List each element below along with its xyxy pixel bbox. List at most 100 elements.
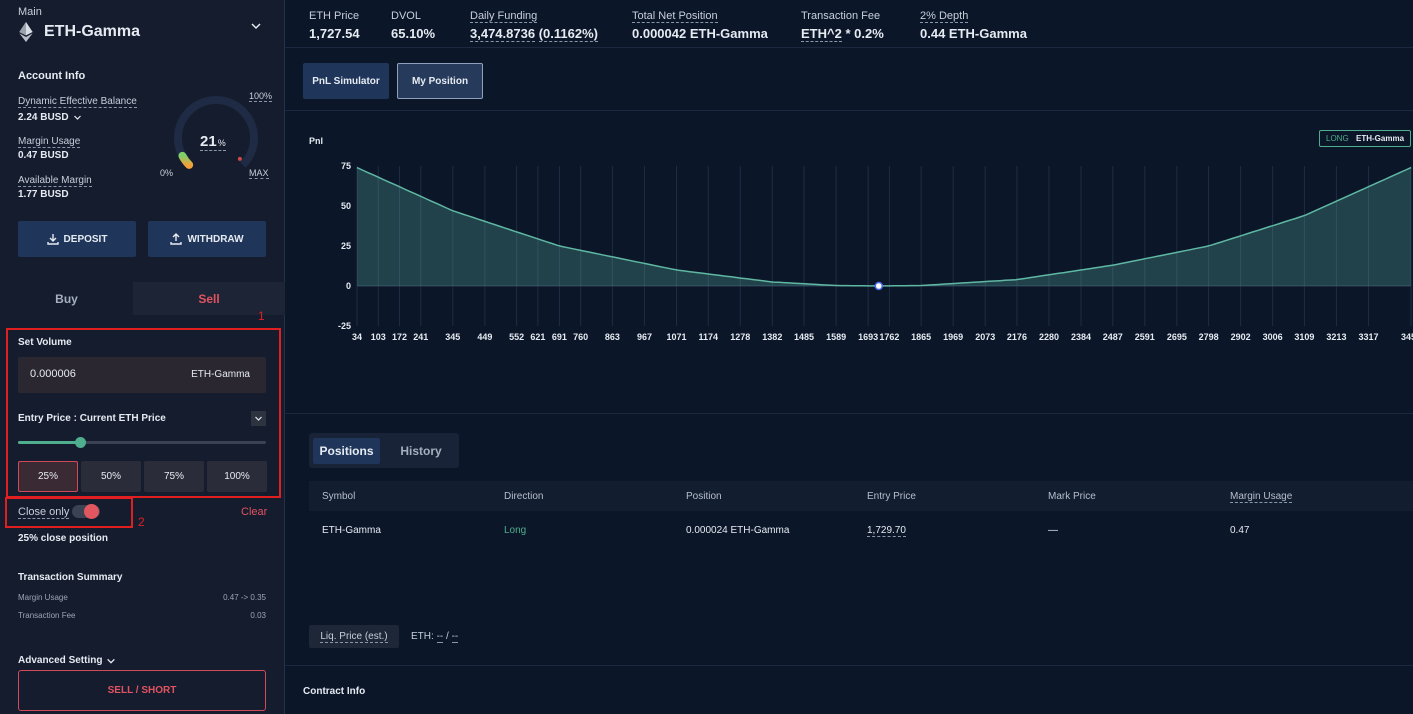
x-tick-label: 1485 (794, 332, 814, 342)
pnl-area (357, 167, 1411, 286)
row-entry-price[interactable]: 1,729.70 (867, 525, 906, 537)
pnl-chart: 75 50 25 0 -25 34 103 172 241 345 449 552 621 691 760… (309, 136, 1413, 342)
x-tick-label: 449 (477, 332, 492, 342)
x-tick-label: 3006 (1263, 332, 1283, 342)
liq-price-button[interactable]: Liq. Price (est.) (309, 625, 399, 648)
slider-thumb[interactable] (75, 437, 86, 448)
x-tick-label: 2384 (1071, 332, 1091, 342)
gauge-percent: 21% (200, 133, 226, 151)
column-margin-usage[interactable]: Margin Usage (1230, 491, 1293, 503)
stat-eth-price: ETH Price 1,727.54 (309, 10, 360, 41)
clear-button[interactable]: Clear (241, 506, 268, 518)
summary-fee-row: Transaction Fee 0.03 (18, 611, 266, 620)
x-tick-label: 3455 (1401, 332, 1413, 342)
summary-fee-label: Transaction Fee (18, 611, 76, 620)
liq-eth-value: ETH: -- / -- (411, 631, 459, 643)
pnl-simulator-button[interactable]: PnL Simulator (303, 63, 389, 99)
net-position-label[interactable]: Total Net Position (632, 10, 718, 23)
x-tick-label: 1865 (911, 332, 931, 342)
x-tick-label: 760 (573, 332, 588, 342)
x-tick-label: 1762 (879, 332, 899, 342)
stat-dvol: DVOL 65.10% (391, 10, 435, 41)
column-direction: Direction (504, 491, 544, 502)
market-selector[interactable]: Main ETH-Gamma (18, 6, 268, 42)
column-symbol: Symbol (322, 491, 356, 502)
positions-tabs: Positions History (309, 433, 459, 468)
y-tick-label: 75 (341, 161, 351, 171)
chevron-down-icon (73, 115, 81, 120)
available-margin-value: 1.77 BUSD (18, 189, 69, 200)
volume-field[interactable]: ETH-Gamma (18, 357, 266, 393)
sell-short-button[interactable]: SELL / SHORT (18, 670, 266, 711)
percent-50-button[interactable]: 50% (81, 461, 141, 492)
liq-eth-label: ETH: (411, 631, 434, 642)
x-tick-label: 691 (552, 332, 567, 342)
balance-label[interactable]: Dynamic Effective Balance (18, 96, 137, 108)
margin-usage-label[interactable]: Margin Usage (18, 136, 81, 148)
slider-fill (18, 441, 80, 444)
x-tick-label: 3213 (1326, 332, 1346, 342)
x-tick-label: 1071 (666, 332, 686, 342)
stat-transaction-fee: Transaction Fee ETH^2 * 0.2% (801, 10, 884, 42)
chevron-down-icon[interactable] (250, 20, 262, 32)
stat-daily-funding: Daily Funding 3,474.8736 (0.1162%) (470, 10, 598, 42)
chart-y-label: Pnl (309, 136, 323, 146)
x-tick-label: 1589 (826, 332, 846, 342)
close-only-label[interactable]: Close only (18, 506, 70, 519)
entry-price-dropdown[interactable] (251, 411, 266, 426)
close-only-toggle[interactable] (72, 504, 100, 519)
depth-label[interactable]: 2% Depth (920, 10, 969, 23)
positions-table-header: Symbol Direction Position Entry Price Ma… (309, 481, 1413, 511)
my-position-button[interactable]: My Position (397, 63, 483, 99)
percent-75-button[interactable]: 75% (144, 461, 204, 492)
gauge-100-label[interactable]: 100% (249, 91, 273, 102)
stat-net-position: Total Net Position 0.000042 ETH-Gamma (632, 10, 768, 41)
x-tick-label: 34 (352, 332, 362, 342)
summary-fee-value: 0.03 (250, 611, 266, 620)
liq-eth-separator: / (446, 631, 449, 642)
volume-slider[interactable] (18, 437, 266, 448)
balance-value-dropdown[interactable]: 2.24 BUSD (18, 112, 82, 123)
percent-25-button[interactable]: 25% (18, 461, 78, 492)
x-tick-label: 2591 (1135, 332, 1155, 342)
deposit-button[interactable]: DEPOSIT (18, 221, 136, 257)
tab-sell[interactable]: Sell (133, 282, 285, 315)
view-divider (285, 110, 1413, 111)
header-divider (285, 47, 1413, 48)
percent-100-button[interactable]: 100% (207, 461, 267, 492)
chart-legend: LONG ETH-Gamma (1319, 130, 1411, 147)
row-mark-price: — (1048, 525, 1058, 536)
daily-funding-percent: (0.1162%) (538, 26, 598, 42)
available-margin-label[interactable]: Available Margin (18, 175, 92, 187)
eth-price-value: 1,727.54 (309, 26, 360, 41)
x-tick-label: 241 (413, 332, 428, 342)
balance-value: 2.24 BUSD (18, 112, 69, 123)
chevron-down-icon (107, 658, 116, 664)
pnl-line (356, 166, 1412, 287)
tab-history[interactable]: History (400, 444, 442, 458)
pair-name: ETH-Gamma (44, 23, 141, 40)
contract-info-title[interactable]: Contract Info (303, 686, 366, 697)
tab-buy[interactable]: Buy (0, 282, 133, 315)
row-symbol: ETH-Gamma (322, 525, 381, 536)
stat-depth: 2% Depth 0.44 ETH-Gamma (920, 10, 1027, 41)
annotation-box-1 (6, 328, 281, 498)
advanced-setting-toggle[interactable]: Advanced Setting (18, 655, 116, 666)
upload-icon (170, 233, 183, 245)
x-tick-label: 103 (371, 332, 386, 342)
fee-formula[interactable]: ETH^2 (801, 26, 842, 42)
gauge-max-label[interactable]: MAX (249, 168, 269, 179)
toggle-knob (84, 504, 99, 519)
legend-direction: LONG (1326, 134, 1349, 143)
y-tick-label: -25 (338, 321, 351, 331)
volume-input[interactable] (30, 368, 150, 380)
legend-series-name: ETH-Gamma (1356, 134, 1405, 143)
x-tick-label: 1174 (698, 332, 718, 342)
tab-positions[interactable]: Positions (313, 438, 380, 464)
x-tick-label: 2902 (1231, 332, 1251, 342)
withdraw-button[interactable]: WITHDRAW (148, 221, 266, 257)
positions-divider (285, 665, 1413, 666)
y-tick-label: 0 (346, 281, 351, 291)
daily-funding-label[interactable]: Daily Funding (470, 10, 538, 23)
x-tick-label: 967 (637, 332, 652, 342)
